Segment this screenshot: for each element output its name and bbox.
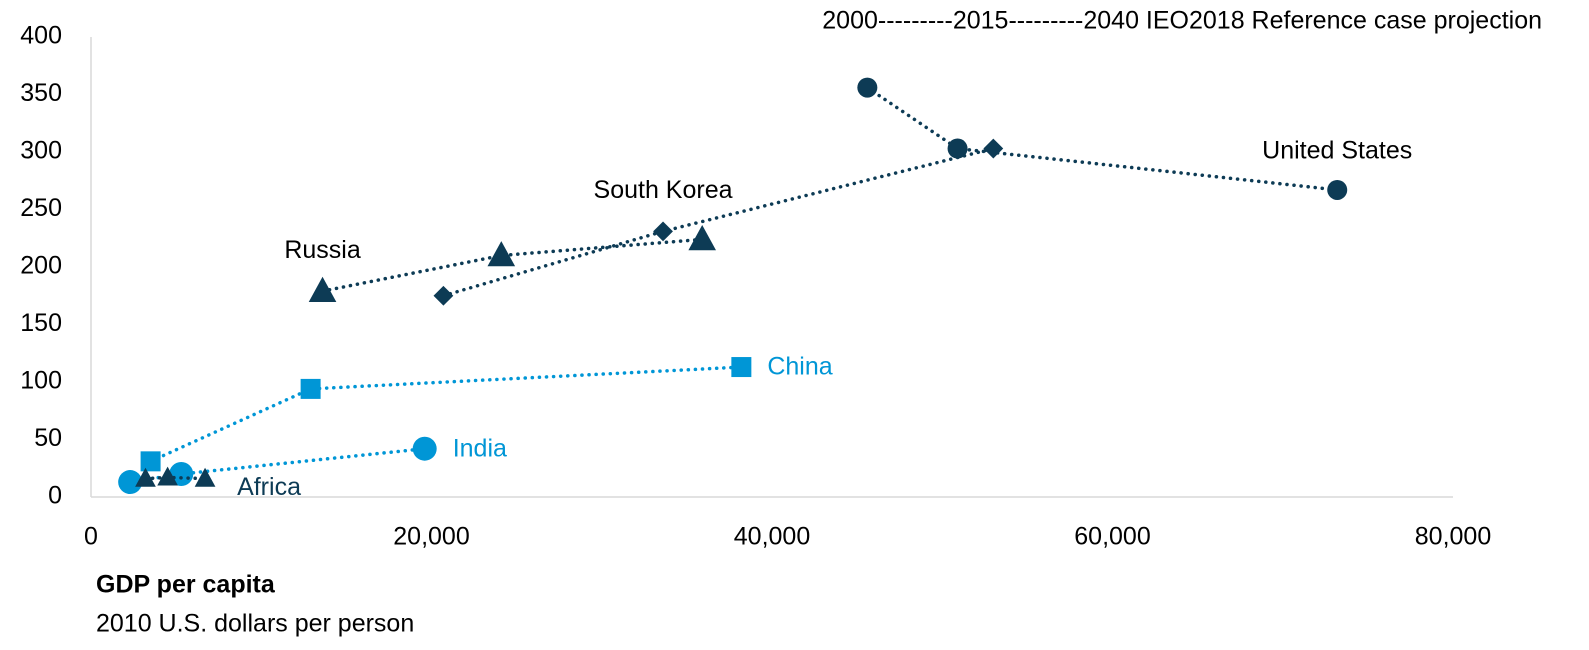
x-tick-label: 20,000: [393, 523, 469, 551]
point: [157, 466, 178, 486]
x-tick-label: 40,000: [734, 523, 810, 551]
y-tick-label: 0: [48, 482, 62, 510]
point: [300, 378, 321, 399]
y-tick-label: 250: [20, 194, 62, 222]
point: [140, 451, 161, 472]
point: [135, 467, 156, 487]
x-axis-label: GDP per capita: [96, 571, 276, 599]
point: [1327, 179, 1348, 200]
series-line: [865, 85, 1339, 192]
point: [118, 470, 143, 495]
series-line: [148, 365, 744, 464]
y-tick-label: 300: [20, 137, 62, 165]
series-label: India: [453, 434, 507, 462]
x-axis-sublabel: 2010 U.S. dollars per person: [96, 610, 414, 638]
point: [688, 225, 716, 251]
point: [433, 285, 454, 306]
x-tick-label: 60,000: [1074, 523, 1150, 551]
point: [857, 77, 878, 98]
point: [308, 276, 337, 302]
series-line: [143, 475, 207, 481]
y-tick-label: 350: [20, 79, 62, 107]
y-tick-label: 200: [20, 252, 62, 280]
point: [194, 467, 216, 487]
point: [947, 138, 968, 159]
point: [169, 462, 194, 486]
x-tick-label: 0: [84, 523, 98, 551]
point: [412, 436, 437, 461]
series-label: China: [767, 353, 832, 381]
point: [731, 357, 752, 378]
series-label: Russia: [284, 236, 361, 264]
x-tick-label: 80,000: [1415, 523, 1491, 551]
point: [487, 241, 516, 267]
annotation: 2000---------2015---------2040 IEO2018 R…: [822, 7, 1542, 35]
series-label: Africa: [237, 473, 301, 501]
point: [983, 138, 1004, 159]
y-tick-label: 150: [20, 309, 62, 337]
y-tick-label: 50: [34, 424, 62, 452]
series-line: [441, 146, 996, 298]
series-label: United States: [1262, 137, 1412, 165]
y-tick-label: 100: [20, 367, 62, 395]
y-tick-label: 400: [20, 22, 62, 50]
point: [653, 221, 673, 242]
series-label: South Korea: [594, 176, 733, 204]
